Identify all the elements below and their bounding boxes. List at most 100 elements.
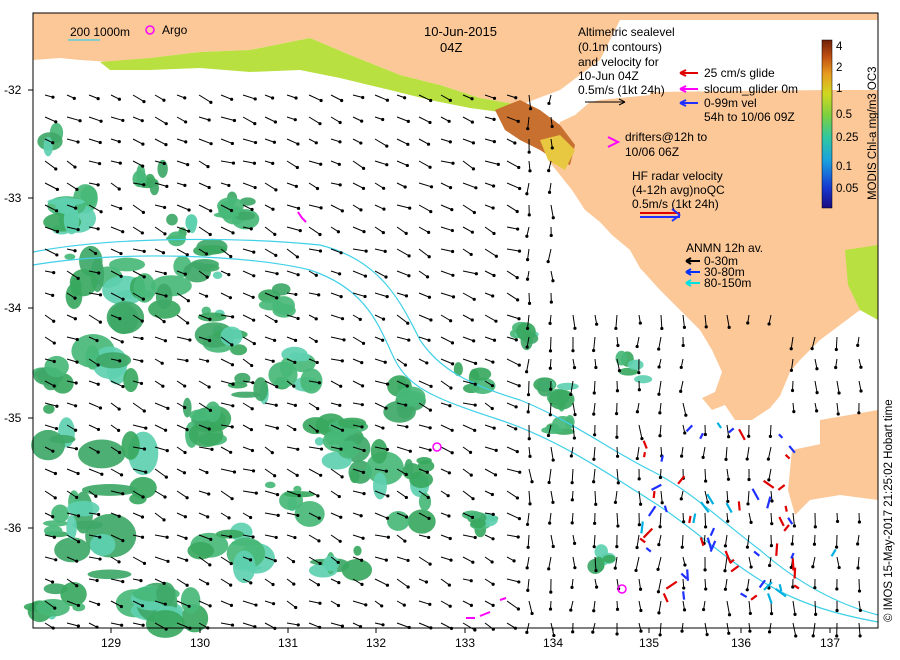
velocity-arrow-head [275, 385, 278, 388]
velocity-arrow-head [405, 425, 408, 428]
velocity-arrow-head [143, 447, 146, 450]
velocity-arrow-head [746, 457, 749, 460]
velocity-arrow-head [407, 274, 410, 277]
chl-patch [350, 469, 360, 483]
velocity-arrow-head [549, 367, 552, 370]
velocity-arrow-head [569, 393, 572, 396]
velocity-arrow-head [682, 586, 685, 589]
velocity-arrow-head [749, 612, 752, 615]
velocity-arrow-head [614, 567, 617, 570]
velocity-arrow-head [382, 231, 385, 234]
velocity-arrow-head [339, 251, 342, 254]
velocity-arrow-head [364, 274, 367, 277]
velocity-arrow-head [428, 255, 431, 258]
chl-patch [220, 326, 242, 346]
velocity-arrow-head [121, 230, 124, 233]
velocity-arrow-head [277, 514, 280, 517]
velocity-arrow-head [184, 120, 187, 123]
velocity-arrow-head [856, 542, 859, 545]
velocity-arrow-head [360, 559, 363, 562]
velocity-arrow-head [205, 471, 208, 474]
velocity-arrow-head [680, 455, 683, 458]
chl-patch [88, 569, 132, 579]
velocity-arrow-head [121, 492, 124, 495]
velocity-arrow-head [528, 502, 531, 505]
chl-patch [615, 351, 627, 366]
chl-patch [272, 283, 291, 295]
velocity-arrow-head [75, 360, 78, 363]
velocity-arrow-head [77, 540, 80, 543]
velocity-arrow-head [837, 391, 840, 394]
velocity-arrow-head [616, 344, 619, 347]
velocity-arrow-head [188, 605, 191, 608]
velocity-arrow-head [791, 389, 794, 392]
velocity-arrow-head [165, 476, 168, 479]
velocity-arrow-head [384, 361, 387, 364]
velocity-arrow [550, 403, 551, 415]
velocity-arrow-head [493, 97, 496, 100]
velocity-arrow-head [296, 142, 299, 145]
velocity-arrow-head [274, 120, 277, 123]
velocity-arrow-head [813, 543, 816, 546]
velocity-arrow-head [407, 120, 410, 123]
velocity-arrow-head [338, 495, 341, 498]
velocity-arrow-head [859, 609, 862, 612]
velocity-arrow-head [320, 447, 323, 450]
velocity-arrow-head [526, 589, 529, 592]
velocity-arrow-head [552, 545, 555, 548]
velocity-arrow-head [274, 188, 277, 191]
velocity-arrow-head [184, 273, 187, 276]
velocity-arrow-head [791, 542, 794, 545]
velocity-arrow-head [274, 254, 277, 257]
velocity-arrow-head [704, 433, 707, 436]
velocity-arrow-head [186, 253, 189, 256]
velocity-arrow-head [141, 319, 144, 322]
sealevel-legend-line: 10-Jun 04Z [578, 69, 639, 83]
colorbar-tick: 0.05 [836, 183, 858, 195]
velocity-arrow-head [639, 503, 642, 506]
velocity-arrow-head [386, 448, 389, 451]
velocity-arrow-head [449, 99, 452, 102]
hf-radar-legend-line: 0.5m/s (1kt 24h) [632, 197, 719, 211]
velocity-arrow-head [208, 318, 211, 321]
velocity-arrow-head [74, 404, 77, 407]
velocity-arrow-head [551, 501, 554, 504]
velocity-arrow-head [660, 327, 663, 330]
velocity-arrow-head [253, 122, 256, 125]
velocity-arrow-head [187, 299, 190, 302]
velocity-arrow-head [794, 634, 797, 637]
velocity-arrow-head [569, 608, 572, 611]
chl-patch [205, 401, 221, 422]
velocity-arrow-head [141, 604, 144, 607]
velocity-arrow-head [187, 208, 190, 211]
velocity-arrow-head [570, 586, 573, 589]
radar-vector [644, 452, 645, 457]
velocity-arrow-head [704, 525, 707, 528]
velocity-arrow-head [319, 163, 322, 166]
velocity-arrow-head [206, 582, 209, 585]
velocity-arrow-head [381, 339, 384, 342]
velocity-arrow-head [526, 278, 529, 281]
chl-patch [214, 212, 239, 218]
velocity-arrow-head [363, 449, 366, 452]
velocity-arrow-head [231, 142, 234, 145]
velocity-arrow-head [705, 633, 708, 636]
velocity-arrow-head [724, 588, 727, 591]
velocity-arrow-head [471, 120, 474, 123]
velocity-arrow-head [656, 568, 659, 571]
velocity-arrow-head [339, 448, 342, 451]
velocity-arrow-head [835, 609, 838, 612]
velocity-arrow-head [209, 233, 212, 236]
velocity-arrow-head [255, 492, 258, 495]
velocity-arrow-head [571, 630, 574, 633]
velocity-arrow-head [811, 347, 814, 350]
velocity-arrow-head [386, 99, 389, 102]
drifter-legend-line: drifters@12h to [625, 130, 708, 144]
chl-patch [44, 526, 62, 536]
velocity-arrow-head [75, 496, 78, 499]
velocity-arrow-head [299, 229, 302, 232]
velocity-arrow-head [162, 518, 165, 521]
velocity-arrow-head [451, 451, 454, 454]
velocity-arrow-head [339, 121, 342, 124]
velocity-arrow-head [703, 568, 706, 571]
